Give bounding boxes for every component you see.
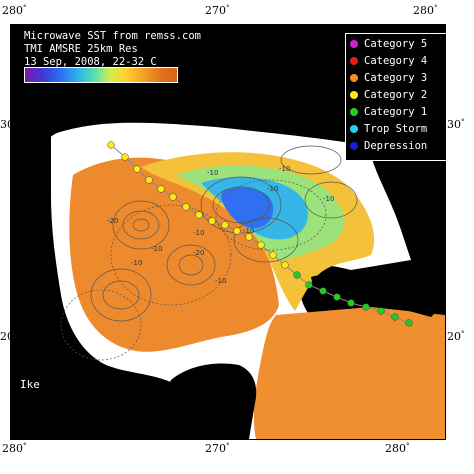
- category-legend: Category 5 Category 4 Category 3 Categor…: [345, 33, 447, 161]
- legend-row-category-1: Category 1: [350, 104, 427, 120]
- track-point: [333, 293, 341, 301]
- cuba-land: [311, 273, 439, 317]
- legend-label: Category 2: [364, 89, 428, 101]
- track-point: [121, 153, 129, 161]
- track-point: [195, 211, 203, 219]
- contour-label: -10: [267, 185, 278, 193]
- colorbar-label-24: 24: [52, 88, 65, 100]
- bottom-tick-center: 270°: [205, 442, 230, 455]
- track-point: [377, 307, 385, 315]
- track-point: [107, 141, 115, 149]
- legend-label: Trop Storm: [364, 123, 428, 135]
- yucatan-land: [161, 363, 257, 439]
- legend-row-category-2: Category 2: [350, 87, 427, 103]
- track-point: [269, 251, 277, 259]
- track-point: [362, 303, 370, 311]
- legend-dot: [350, 57, 358, 65]
- legend-dot: [350, 125, 358, 133]
- track-point: [305, 281, 313, 289]
- legend-row-category-5: Category 5: [350, 36, 427, 52]
- storm-track: [107, 141, 413, 327]
- colorbar-label-32: 32: [160, 88, 173, 100]
- dashed-contours: [60, 179, 327, 361]
- legend-row-category-4: Category 4: [350, 53, 427, 69]
- legend-label: Category 3: [364, 72, 428, 84]
- track-point: [157, 185, 165, 193]
- legend-row-depression: Depression: [350, 138, 427, 154]
- bottom-tick-left: 280°: [2, 442, 27, 455]
- contour-label: -20: [107, 217, 118, 225]
- track-point: [257, 241, 265, 249]
- track-point: [293, 271, 301, 279]
- contour-label: -10: [151, 245, 162, 253]
- contour-label-group: -10 -10 -20 -10 -20 -10 -10 -10 -10 -10 …: [107, 165, 334, 285]
- right-tick-20: 20°: [447, 330, 465, 343]
- texas-coast-land: [11, 25, 445, 165]
- storm-name-label: Ike: [20, 378, 40, 391]
- track-point: [221, 221, 229, 229]
- legend-label: Category 1: [364, 106, 428, 118]
- contour-label: -10: [323, 195, 334, 203]
- contour-label: -10: [193, 229, 204, 237]
- colorbar-label-28: 28: [104, 88, 117, 100]
- legend-label: Category 4: [364, 55, 428, 67]
- track-point: [245, 233, 253, 241]
- track-point: [405, 319, 413, 327]
- legend-label: Depression: [364, 140, 428, 152]
- legend-dot: [350, 40, 358, 48]
- contour-label: -10: [207, 169, 218, 177]
- track-point: [391, 313, 399, 321]
- sst-colorbar: [24, 67, 178, 83]
- legend-label: Category 5: [364, 38, 428, 50]
- contour-label: -10: [215, 277, 226, 285]
- legend-row-category-3: Category 3: [350, 70, 427, 86]
- contour-label: -10: [279, 165, 290, 173]
- top-tick-center: 270°: [205, 4, 230, 17]
- title-line-3: 13 Sep, 2008, 22-32 C: [24, 56, 157, 68]
- mexico-land: [11, 165, 161, 439]
- track-point: [233, 227, 241, 235]
- sst-map: -10 -10 -20 -10 -20 -10 -10 -10 -10 -10 …: [10, 24, 446, 440]
- track-point: [347, 299, 355, 307]
- legend-row-trop-storm: Trop Storm: [350, 121, 427, 137]
- right-tick-30: 30°: [447, 118, 465, 131]
- track-point: [182, 203, 190, 211]
- sst-map-svg: -10 -10 -20 -10 -20 -10 -10 -10 -10 -10 …: [11, 25, 445, 439]
- track-point: [208, 217, 216, 225]
- track-point: [133, 165, 141, 173]
- legend-dot: [350, 74, 358, 82]
- track-point: [169, 193, 177, 201]
- warm-sst-caribbean: [253, 307, 445, 439]
- track-point: [145, 176, 153, 184]
- contour-label: -10: [131, 259, 142, 267]
- top-tick-left: 280°: [2, 4, 27, 17]
- title-line-1: Microwave SST from remss.com: [24, 30, 202, 42]
- contour-label: -10: [243, 227, 254, 235]
- track-point: [281, 261, 289, 269]
- legend-dot: [350, 91, 358, 99]
- bottom-tick-right: 280°: [385, 442, 410, 455]
- title-line-2: TMI AMSRE 25km Res: [24, 43, 138, 55]
- contour-label: -20: [193, 249, 204, 257]
- legend-dot: [350, 108, 358, 116]
- track-point: [319, 287, 327, 295]
- top-tick-right: 280°: [413, 4, 438, 17]
- legend-dot: [350, 142, 358, 150]
